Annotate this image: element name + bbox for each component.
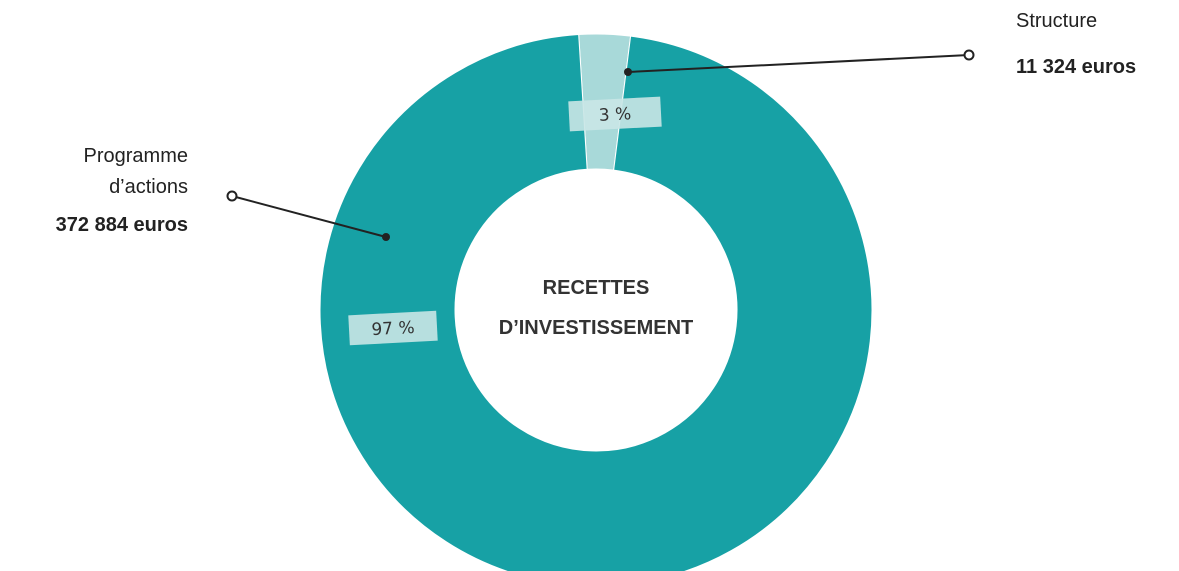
chart-title: RECETTES D’INVESTISSEMENT — [498, 277, 694, 339]
amount-label: 11 324 euros — [1016, 56, 1137, 78]
tape — [348, 310, 438, 346]
callout-end — [226, 190, 238, 202]
callout-end — [963, 49, 975, 61]
category-label: Structure — [1016, 10, 1098, 32]
value-label-group: 3 % — [568, 96, 662, 132]
donut-segment — [319, 34, 873, 571]
callout-line — [231, 195, 387, 238]
category-label: Programme d’actions — [83, 145, 188, 198]
value-label: 97 % — [371, 318, 415, 340]
value-label-group: 97 % — [348, 310, 438, 346]
callout-dot — [624, 68, 632, 76]
amount-label: 372 884 euros — [55, 214, 188, 236]
tape — [568, 96, 662, 132]
value-label: 3 % — [598, 104, 631, 126]
callout-line — [627, 54, 970, 73]
callout-dot — [382, 233, 390, 241]
